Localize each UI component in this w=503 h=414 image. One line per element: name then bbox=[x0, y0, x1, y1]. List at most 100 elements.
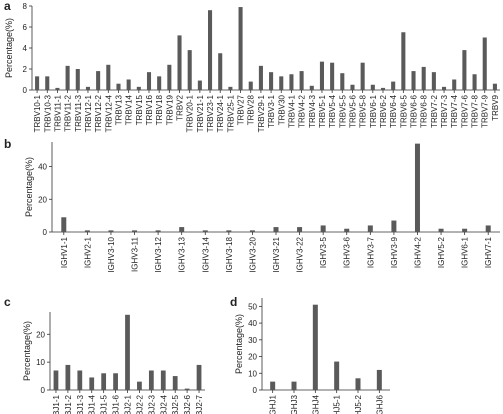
y-tick-label: 10 bbox=[36, 358, 45, 367]
x-tick-label: TRBV24-1 bbox=[216, 94, 225, 132]
x-tick-label: IGHV2-1 bbox=[83, 236, 92, 268]
bar bbox=[55, 87, 60, 90]
bar bbox=[350, 84, 355, 90]
x-tick-label: TRBV7-4 bbox=[450, 94, 459, 127]
x-tick-label: TRBV11-3 bbox=[74, 94, 83, 131]
x-tick-label: IGHV3-22 bbox=[296, 236, 305, 272]
y-tick-label: 2 bbox=[23, 65, 28, 74]
bar bbox=[96, 71, 101, 90]
bar bbox=[89, 377, 95, 390]
panel-label: c bbox=[4, 295, 11, 309]
x-tick-label: IGHV3-7 bbox=[366, 236, 375, 268]
x-tick-label: TRBV23-1 bbox=[206, 94, 215, 132]
x-tick-label: IGHV3-18 bbox=[225, 236, 234, 272]
bar bbox=[202, 230, 208, 232]
bar bbox=[421, 66, 426, 90]
bar bbox=[482, 37, 487, 90]
x-tick-label: TRBV12-4 bbox=[104, 94, 113, 132]
x-tick-label: TRBJ1-4 bbox=[88, 394, 97, 414]
bar bbox=[101, 373, 107, 390]
bar bbox=[485, 225, 491, 232]
bar bbox=[401, 32, 406, 90]
bar bbox=[187, 50, 192, 90]
x-tick-label: IGHV1-1 bbox=[60, 236, 69, 268]
bar bbox=[196, 364, 202, 390]
bar bbox=[61, 217, 67, 232]
bar bbox=[167, 64, 172, 90]
bar bbox=[320, 225, 326, 232]
x-tick-label: IGHV3-14 bbox=[201, 236, 210, 272]
x-tick-label: TRBV13 bbox=[114, 94, 123, 125]
x-tick-label: TRBV15 bbox=[135, 94, 144, 125]
x-tick-label: TRBV6-5 bbox=[399, 94, 408, 127]
bar bbox=[309, 85, 314, 90]
bar bbox=[146, 72, 152, 90]
y-axis-label: Percentage(%) bbox=[22, 321, 32, 381]
bar bbox=[279, 76, 284, 90]
bar bbox=[126, 79, 131, 90]
bar bbox=[137, 381, 142, 390]
bar bbox=[492, 83, 497, 90]
bar bbox=[108, 230, 114, 232]
x-tick-label: TRBV5-5 bbox=[338, 94, 347, 127]
x-tick-label: TRBV4-2 bbox=[298, 94, 307, 127]
bar bbox=[35, 76, 40, 90]
bar bbox=[340, 73, 345, 90]
bar bbox=[160, 370, 166, 390]
x-tick-label: TRBV5-8 bbox=[359, 94, 368, 127]
x-tick-label: TRBV6-1 bbox=[369, 94, 378, 127]
x-tick-label: IGHJ4 bbox=[311, 394, 320, 414]
x-tick-label: TRBV25-1 bbox=[226, 94, 235, 132]
x-tick-label: TRBV7-9 bbox=[481, 94, 490, 127]
bar bbox=[172, 376, 178, 390]
y-tick-label: 0 bbox=[253, 386, 258, 395]
bar bbox=[226, 230, 232, 232]
panel-label: b bbox=[4, 137, 11, 151]
bar bbox=[330, 62, 335, 90]
bar bbox=[370, 84, 375, 90]
x-tick-label: IGHV3-12 bbox=[154, 236, 163, 272]
panel-label: d bbox=[230, 295, 237, 309]
y-tick-label: 4 bbox=[23, 44, 28, 53]
y-tick-label: 0 bbox=[43, 228, 48, 237]
x-tick-label: IGHV5-2 bbox=[437, 236, 446, 268]
x-tick-label: TRBV5-1 bbox=[318, 94, 327, 127]
x-tick-label: TRBV7-6 bbox=[460, 94, 469, 127]
y-tick-label: 40 bbox=[248, 319, 257, 328]
x-tick-label: TRBJ1-1 bbox=[52, 394, 61, 414]
x-tick-label: TRBJ2-3 bbox=[147, 394, 156, 414]
bar bbox=[391, 220, 397, 232]
bar bbox=[155, 230, 161, 232]
x-tick-label: TRBV21-1 bbox=[196, 94, 205, 132]
x-tick-label: TRBV7-3 bbox=[440, 94, 449, 127]
x-tick-label: IGHV3-13 bbox=[178, 236, 187, 272]
bar bbox=[65, 65, 70, 90]
x-tick-label: IGHV3-21 bbox=[272, 236, 281, 272]
bar bbox=[273, 227, 279, 232]
bar bbox=[77, 370, 83, 390]
bar bbox=[344, 228, 350, 232]
bar bbox=[238, 7, 243, 90]
bar bbox=[299, 71, 304, 90]
panel-label: a bbox=[4, 0, 11, 13]
y-tick-label: 6 bbox=[23, 23, 28, 32]
x-tick-label: TRBJ2-7 bbox=[195, 394, 204, 414]
bar bbox=[462, 50, 467, 90]
bar bbox=[270, 381, 276, 390]
x-tick-label: IGHV3-6 bbox=[343, 236, 352, 268]
x-tick-label: TRBV10-1 bbox=[33, 94, 42, 132]
bar bbox=[438, 228, 444, 232]
y-tick-label: 10 bbox=[248, 369, 257, 378]
x-tick-label: TRBV30 bbox=[277, 94, 286, 125]
x-tick-label: IGHV3-20 bbox=[248, 236, 257, 272]
bar bbox=[442, 86, 447, 90]
x-tick-label: TRBV27 bbox=[237, 94, 246, 125]
bar bbox=[148, 370, 154, 390]
x-tick-label: TRBJ2-6 bbox=[183, 394, 192, 414]
x-tick-label: IGHV3-5 bbox=[319, 236, 328, 268]
y-tick-label: 30 bbox=[248, 336, 257, 345]
x-tick-label: TRBJ1-2 bbox=[64, 394, 73, 414]
bar bbox=[177, 35, 182, 90]
bar bbox=[297, 227, 303, 232]
bar bbox=[414, 143, 420, 232]
